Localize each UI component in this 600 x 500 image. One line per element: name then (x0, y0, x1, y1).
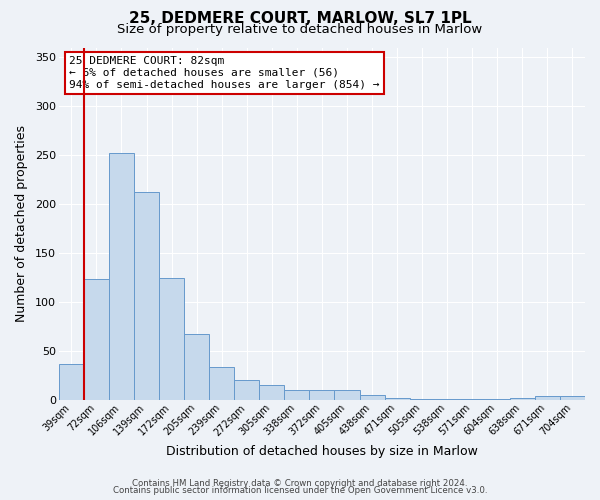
Bar (385, 398, 410, 400)
Bar (234, 380, 259, 400)
Text: Contains public sector information licensed under the Open Government Licence v3: Contains public sector information licen… (113, 486, 487, 495)
Bar (209, 366, 234, 400)
Bar (259, 385, 284, 400)
Y-axis label: Number of detached properties: Number of detached properties (15, 125, 28, 322)
Bar (59, 364, 84, 400)
Bar (84, 280, 109, 400)
Bar (434, 399, 460, 400)
Bar (485, 399, 510, 400)
Bar (334, 390, 359, 400)
Bar (159, 278, 184, 400)
X-axis label: Distribution of detached houses by size in Marlow: Distribution of detached houses by size … (166, 444, 478, 458)
Bar (134, 192, 159, 400)
Bar (535, 396, 560, 400)
Text: 25 DEDMERE COURT: 82sqm
← 6% of detached houses are smaller (56)
94% of semi-det: 25 DEDMERE COURT: 82sqm ← 6% of detached… (70, 56, 380, 90)
Text: Contains HM Land Registry data © Crown copyright and database right 2024.: Contains HM Land Registry data © Crown c… (132, 478, 468, 488)
Bar (284, 390, 310, 400)
Bar (359, 395, 385, 400)
Text: 25, DEDMERE COURT, MARLOW, SL7 1PL: 25, DEDMERE COURT, MARLOW, SL7 1PL (128, 11, 472, 26)
Bar (410, 399, 434, 400)
Text: Size of property relative to detached houses in Marlow: Size of property relative to detached ho… (118, 22, 482, 36)
Bar (310, 390, 334, 400)
Bar (109, 153, 134, 400)
Bar (184, 334, 209, 400)
Bar (460, 399, 485, 400)
Bar (510, 398, 535, 400)
Bar (560, 396, 585, 400)
